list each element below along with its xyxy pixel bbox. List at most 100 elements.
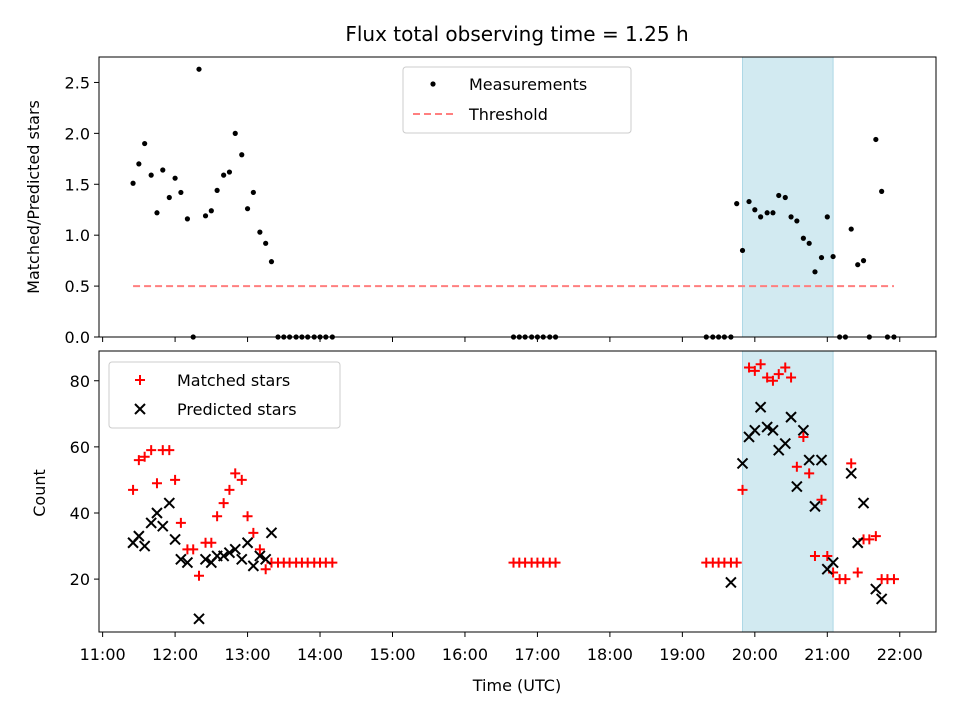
predicted-star-point	[809, 500, 821, 513]
x-tick-label: 16:00	[442, 645, 488, 664]
legend-marker-predicted	[134, 403, 146, 415]
predicted-star-point	[199, 553, 212, 565]
measurement-point	[848, 226, 854, 232]
measurement-point	[221, 172, 227, 178]
measurement-point	[739, 247, 746, 254]
measurement-point	[855, 262, 861, 268]
matched-star-point	[780, 362, 791, 373]
x-axis-label: Time (UTC)	[472, 676, 561, 695]
x-tick-label: 18:00	[587, 645, 633, 664]
matched-star-point	[816, 494, 827, 505]
matched-star-point	[248, 527, 259, 538]
measurement-point	[734, 201, 740, 207]
measurement-point	[818, 254, 825, 261]
measurement-point	[154, 210, 160, 216]
predicted-star-point	[803, 454, 815, 466]
predicted-star-point	[785, 411, 797, 423]
top-panel: 0.0 0.5 1.0 1.5 2.0 2.5 Measurements Threshold	[65, 56, 937, 347]
predicted-star-point	[138, 540, 151, 552]
x-tick-label: 20:00	[732, 645, 778, 664]
x-tick-label: 12:00	[152, 645, 198, 664]
measurement-point	[208, 208, 214, 214]
measurement-point	[746, 198, 752, 205]
predicted-star-point	[875, 593, 888, 605]
matched-star-point	[139, 451, 150, 462]
predicted-star-point	[247, 560, 260, 572]
legend-marker-matched	[135, 375, 145, 385]
matched-star-point	[773, 369, 784, 380]
matched-star-point	[550, 557, 561, 568]
matched-star-point	[864, 534, 875, 545]
measurement-point	[214, 187, 220, 193]
predicted-star-point	[845, 467, 857, 480]
measurement-point	[232, 130, 238, 136]
x-tick-label: 13:00	[225, 645, 271, 664]
measurement-point	[860, 258, 867, 264]
predicted-star-point	[163, 497, 176, 509]
measurement-point	[263, 240, 269, 246]
measurement-point	[268, 259, 275, 265]
x-tick-label: 14:00	[297, 645, 343, 664]
predicted-star-point	[265, 527, 278, 539]
predicted-star-point	[725, 576, 737, 589]
measurement-point	[776, 192, 782, 199]
measurement-point	[752, 207, 758, 213]
measurement-point	[812, 269, 818, 275]
legend-label-matched: Matched stars	[177, 371, 290, 390]
predicted-star-point	[797, 424, 810, 437]
x-tick-label: 22:00	[877, 645, 923, 664]
matched-star-point	[133, 455, 144, 466]
predicted-star-point	[145, 517, 157, 529]
predicted-star-point	[193, 613, 205, 625]
matched-star-point	[230, 468, 241, 479]
predicted-star-point	[229, 543, 241, 556]
measurement-point	[806, 240, 812, 246]
y-tick-label: 60	[70, 438, 90, 457]
y-tick-label: 80	[70, 372, 90, 391]
legend-label-predicted: Predicted stars	[177, 400, 297, 419]
matched-star-point	[809, 550, 820, 561]
predicted-star-point	[223, 546, 236, 559]
matched-star-point	[798, 431, 809, 442]
legend: Measurements Threshold	[402, 66, 632, 134]
predicted-star-point	[259, 553, 272, 565]
predicted-star-point	[815, 454, 828, 466]
x-tick-label: 19:00	[659, 645, 705, 664]
x-tick-label: 11:00	[80, 645, 126, 664]
matched-star-point	[846, 458, 857, 469]
matched-star-point	[194, 570, 205, 581]
predicted-star-point	[754, 401, 767, 413]
measurement-point	[166, 194, 172, 201]
measurement-point	[148, 172, 154, 178]
measurement-point	[239, 152, 245, 158]
measurement-point	[172, 175, 178, 181]
measurement-point	[830, 253, 836, 260]
predicted-star-point	[236, 553, 248, 565]
predicted-star-point	[175, 553, 187, 565]
measurement-point	[257, 229, 263, 235]
matched-star-point	[737, 484, 748, 495]
predicted-star-point	[870, 583, 882, 595]
matched-star-point	[791, 461, 802, 472]
predicted-star-point	[217, 550, 230, 562]
measurement-point	[782, 194, 788, 201]
matched-star-point	[146, 445, 157, 456]
bottom-panel: 20 40 60 80 11:00 12:00 13:00 14:00 15:00 16:00 17…	[70, 350, 937, 664]
measurement-point	[178, 189, 184, 196]
x-tick-label: 15:00	[369, 645, 415, 664]
measurement-point	[758, 214, 764, 220]
measurement-point	[824, 214, 830, 220]
y-tick-label: 40	[70, 504, 90, 523]
predicted-star-point	[761, 421, 773, 433]
measurement-point	[142, 140, 148, 147]
legend: Matched stars Predicted stars	[108, 361, 341, 429]
matched-star-point	[175, 517, 186, 528]
matched-star-point	[852, 567, 863, 578]
predicted-star-point	[133, 530, 145, 542]
predicted-star-point	[852, 537, 864, 549]
legend-label-measurements: Measurements	[469, 75, 587, 94]
matched-star-point	[170, 474, 181, 485]
matched-star-point	[224, 484, 235, 495]
x-tick-label: 21:00	[804, 645, 850, 664]
